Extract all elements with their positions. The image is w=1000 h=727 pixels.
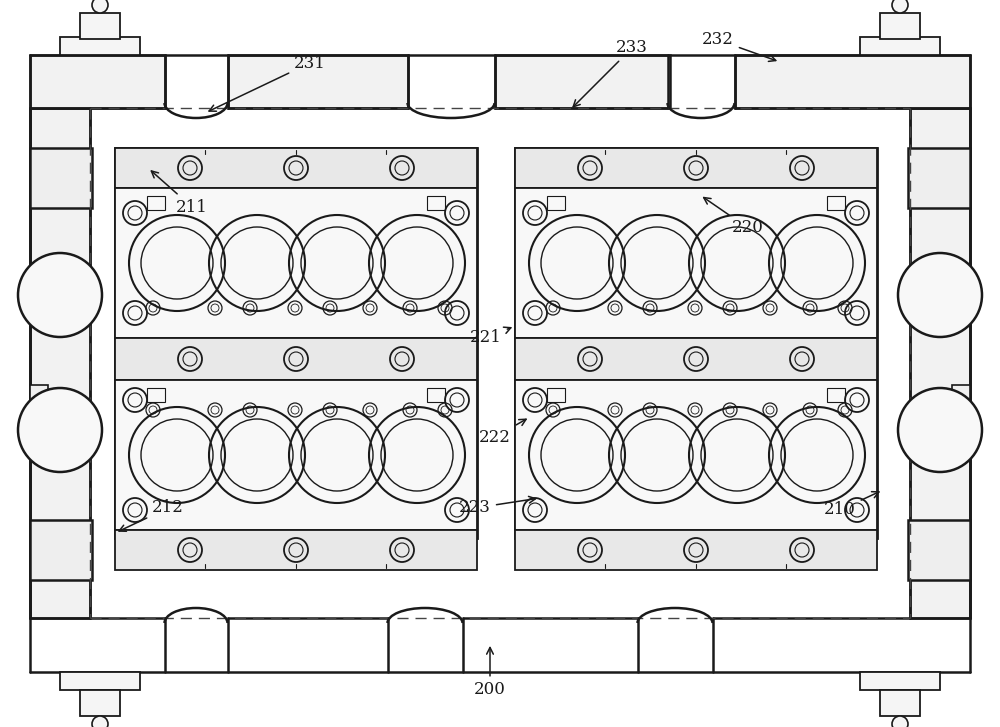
Text: 232: 232	[702, 31, 776, 61]
Text: 222: 222	[479, 419, 526, 446]
Bar	[115, 148, 477, 538]
Bar	[827, 388, 845, 402]
Bar	[147, 388, 165, 402]
Text: 223: 223	[459, 497, 536, 516]
Text: 210: 210	[824, 491, 879, 518]
Bar	[80, 13, 120, 39]
Bar	[115, 148, 477, 188]
Bar	[115, 380, 477, 530]
Bar	[427, 196, 445, 210]
Bar	[515, 188, 877, 338]
Bar	[880, 690, 920, 716]
Bar	[908, 520, 970, 580]
Bar	[30, 108, 90, 618]
Bar	[30, 520, 92, 580]
Bar	[115, 338, 477, 380]
Bar	[860, 37, 940, 55]
Bar	[80, 690, 120, 716]
Text: 231: 231	[209, 55, 326, 111]
Bar	[515, 380, 877, 530]
Bar	[30, 385, 48, 407]
Bar	[547, 196, 565, 210]
Bar	[115, 188, 477, 338]
Bar	[30, 148, 92, 208]
Bar	[30, 55, 165, 108]
Bar	[495, 55, 670, 108]
Circle shape	[898, 253, 982, 337]
Bar	[30, 108, 90, 618]
Bar	[515, 148, 877, 538]
Circle shape	[92, 716, 108, 727]
Bar	[515, 338, 877, 380]
Bar	[427, 388, 445, 402]
Circle shape	[18, 388, 102, 472]
Bar	[880, 13, 920, 39]
Circle shape	[898, 388, 982, 472]
Text: 211: 211	[151, 171, 208, 215]
Text: 200: 200	[474, 648, 506, 699]
Text: 221: 221	[470, 327, 511, 347]
Circle shape	[892, 716, 908, 727]
Bar	[60, 672, 140, 690]
Circle shape	[892, 0, 908, 13]
Text: 220: 220	[704, 198, 764, 236]
Bar	[952, 385, 970, 407]
Bar	[827, 196, 845, 210]
Bar	[515, 148, 877, 188]
Text: 212: 212	[119, 499, 184, 531]
Bar	[908, 148, 970, 208]
Text: 233: 233	[573, 39, 648, 107]
Bar	[515, 530, 877, 570]
Bar	[228, 55, 408, 108]
Bar	[147, 196, 165, 210]
Bar	[30, 55, 970, 680]
Bar	[860, 672, 940, 690]
Bar	[60, 37, 140, 55]
Bar	[910, 108, 970, 618]
Bar	[115, 530, 477, 570]
Circle shape	[92, 0, 108, 13]
Bar	[735, 55, 970, 108]
Bar	[910, 108, 970, 618]
Circle shape	[18, 253, 102, 337]
Bar	[547, 388, 565, 402]
